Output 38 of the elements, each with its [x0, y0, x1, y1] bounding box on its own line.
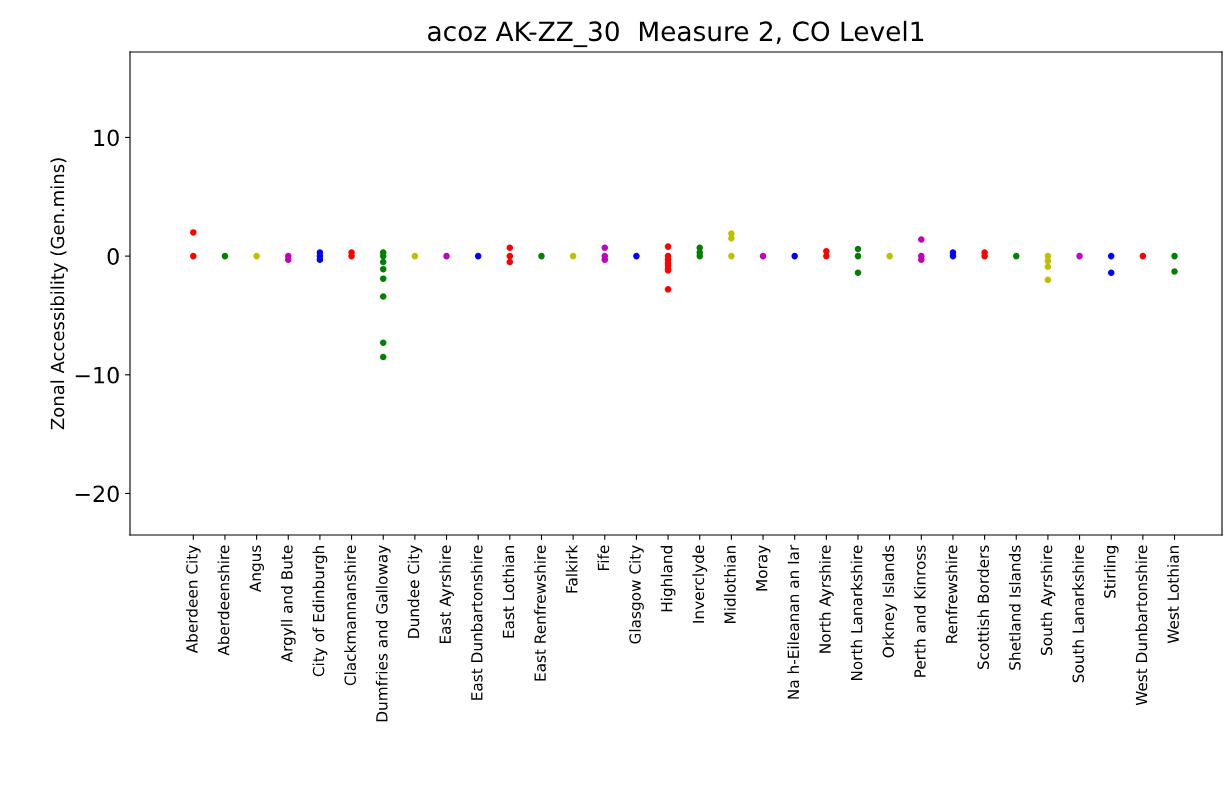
x-tick-label: Dundee City — [407, 545, 423, 638]
x-tick-label: Renfrewshire — [945, 545, 958, 643]
x-tick-label: West Lothian — [1167, 546, 1179, 644]
x-tick-label: West Dunbartonshire — [1135, 545, 1148, 706]
x-tick-label: Midlothian — [724, 546, 736, 623]
x-tick-label: Inverclyde — [692, 545, 708, 623]
x-tick-label: East Lothian — [502, 546, 515, 638]
x-tick-label: Dumfries and Galloway — [375, 545, 391, 722]
x-tick-label: East Ayrshire — [439, 545, 454, 644]
x-tick-label: South Lanarkshire — [1072, 545, 1084, 683]
x-tick-label: City of Edinburgh — [312, 546, 328, 677]
x-tick-label: East Renfrewshire — [534, 545, 546, 681]
y-tick-label: −20 — [75, 485, 119, 503]
x-tick-label: Aberdeen City — [185, 545, 201, 654]
x-tick-label: Scottish Borders — [977, 545, 990, 670]
x-tick-label: Clackmannanshire — [344, 545, 356, 686]
y-tick-label: 10 — [94, 129, 119, 147]
x-tick-label: North Ayrshire — [818, 545, 834, 653]
x-tick-label: Angus — [249, 545, 264, 593]
y-tick-label: 0 — [107, 248, 119, 265]
x-tick-label: South Ayrshire — [1040, 545, 1056, 655]
x-tick-label: Na h-Eileanan an Iar — [787, 544, 800, 699]
x-tick-label: Argyll and Bute — [280, 545, 296, 663]
x-tick-label: Orkney Islands — [882, 545, 898, 658]
x-tick-label: Moray — [756, 545, 771, 591]
x-tick-label: East Dunbartonshire — [470, 545, 483, 700]
y-axis-title: Zonal Accessibility (Gen.mins) — [50, 158, 68, 430]
x-tick-label: Stirling — [1103, 546, 1119, 598]
y-tick-label: −10 — [75, 366, 119, 384]
x-tick-label: North Lanarkshire — [850, 545, 863, 681]
chart-title: acoz AK-ZZ_30 Measure 2, CO Level1 — [428, 20, 924, 48]
x-tick-label: Aberdeenshire — [217, 545, 230, 656]
x-tick-label: Fife — [597, 545, 610, 570]
x-tick-label: Glasgow City — [629, 545, 644, 644]
x-tick-label: Perth and Kinross — [913, 545, 926, 677]
x-tick-label: Highland — [660, 546, 676, 612]
x-tick-label: Falkirk — [565, 544, 578, 593]
x-tick-label: Shetland Islands — [1008, 545, 1021, 670]
